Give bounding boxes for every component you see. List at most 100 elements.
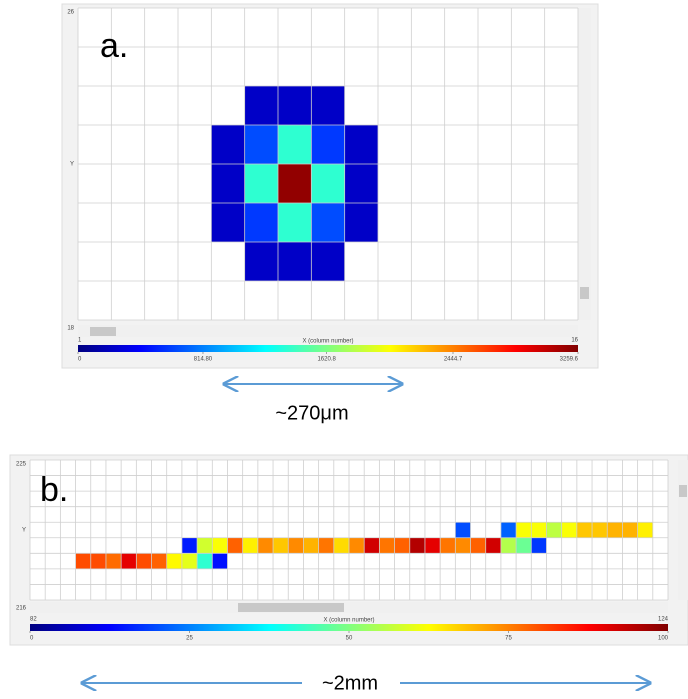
figure: ~270μm ~2mm a.Y2618116X (column number)0… (0, 0, 688, 699)
heat-cell (425, 538, 440, 554)
heat-cell (334, 538, 349, 554)
colorbar-tick-label: 75 (505, 636, 512, 642)
heat-cell (245, 164, 278, 203)
heat-cell (245, 242, 278, 281)
x-lim-label: 82 (30, 617, 37, 623)
heat-cell (562, 522, 577, 538)
heat-cell (258, 538, 273, 554)
heat-cell (212, 553, 227, 569)
heat-cell (303, 538, 318, 554)
heat-cell (440, 538, 455, 554)
heat-cell (245, 203, 278, 242)
heat-cell (243, 538, 258, 554)
heat-cell (211, 164, 244, 203)
heat-cell (91, 553, 106, 569)
v-scrollbar[interactable] (579, 8, 591, 320)
x-lim-label: 124 (658, 617, 669, 623)
x-axis-label: X (column number) (302, 339, 353, 345)
heat-cell (121, 553, 136, 569)
heat-cell (638, 522, 653, 538)
heat-cell (311, 86, 344, 125)
heat-cell (227, 538, 242, 554)
heat-cell (319, 538, 334, 554)
heat-cell (182, 553, 197, 569)
v-scrollbar[interactable] (678, 460, 688, 600)
y-lim-label: 225 (16, 462, 27, 468)
heat-cell (622, 522, 637, 538)
h-scroll-thumb[interactable] (90, 327, 116, 336)
heat-cell (211, 203, 244, 242)
heat-cell (546, 522, 561, 538)
heat-cell (607, 522, 622, 538)
heat-cell (278, 242, 311, 281)
h-scroll-thumb[interactable] (238, 603, 344, 612)
heat-cell (197, 553, 212, 569)
heat-cell (212, 538, 227, 554)
heat-cell (577, 522, 592, 538)
v-scroll-thumb[interactable] (679, 485, 687, 497)
heat-cell (76, 553, 91, 569)
colorbar-tick-label: 25 (186, 636, 193, 642)
h-scrollbar[interactable] (78, 325, 578, 337)
heat-cell (501, 538, 516, 554)
heat-cell (211, 125, 244, 164)
heat-cell (182, 538, 197, 554)
heat-cell (364, 538, 379, 554)
heat-cell (349, 538, 364, 554)
y-lim-label: 26 (67, 10, 74, 16)
heat-cell (278, 86, 311, 125)
heat-cell (278, 164, 311, 203)
y-lim-label: 216 (16, 606, 27, 612)
colorbar-tick-label: 3259.6 (560, 357, 579, 363)
y-axis-label: Y (22, 528, 26, 534)
heat-cell (531, 522, 546, 538)
heat-cell (592, 522, 607, 538)
colorbar (30, 624, 668, 631)
colorbar-tick-label: 100 (658, 636, 669, 642)
heat-cell (379, 538, 394, 554)
colorbar-tick-label: 814.80 (194, 357, 213, 363)
heat-cell (345, 125, 378, 164)
colorbar-tick-label: 50 (346, 636, 353, 642)
heat-cell (345, 164, 378, 203)
h-scrollbar[interactable] (30, 602, 668, 613)
heat-cell (455, 522, 470, 538)
heat-cell (167, 553, 182, 569)
panel-label: b. (40, 471, 68, 509)
heat-cell (245, 125, 278, 164)
heat-cell (516, 522, 531, 538)
heat-cell (311, 203, 344, 242)
y-lim-label: 18 (67, 326, 74, 332)
colorbar-tick-label: 2444.7 (444, 357, 463, 363)
heat-cell (106, 553, 121, 569)
heat-cell (152, 553, 167, 569)
heat-cell (395, 538, 410, 554)
heat-cell (311, 242, 344, 281)
heat-cell (278, 125, 311, 164)
heat-cell (273, 538, 288, 554)
heat-cell (455, 538, 470, 554)
x-axis-label: X (column number) (323, 618, 374, 624)
heat-cell (471, 538, 486, 554)
heat-cell (136, 553, 151, 569)
heat-cell (486, 538, 501, 554)
y-axis-label: Y (70, 162, 74, 168)
scale-label: ~270μm (275, 402, 348, 424)
heat-cell (278, 203, 311, 242)
panel-label: a. (100, 27, 128, 65)
heat-cell (311, 125, 344, 164)
x-lim-label: 16 (571, 338, 578, 344)
heat-cell (410, 538, 425, 554)
scale-label: ~2mm (322, 672, 378, 694)
heat-cell (197, 538, 212, 554)
colorbar-tick-label: 1620.8 (317, 357, 336, 363)
heat-cell (288, 538, 303, 554)
heat-cell (311, 164, 344, 203)
heat-cell (516, 538, 531, 554)
v-scroll-thumb[interactable] (580, 287, 589, 299)
heat-cell (345, 203, 378, 242)
heat-cell (245, 86, 278, 125)
heat-cell (501, 522, 516, 538)
colorbar (78, 345, 578, 352)
heat-cell (531, 538, 546, 554)
